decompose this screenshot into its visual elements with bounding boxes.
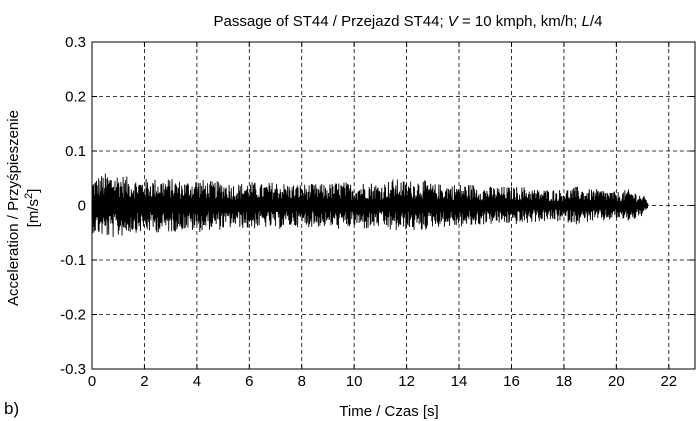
x-tick-label-1: 2 [140,373,148,390]
y-axis-unit-sup: 2 [23,193,35,199]
x-tick-label-10: 20 [608,373,625,390]
x-tick-label-5: 10 [346,373,363,390]
y-tick-label-5: 0.2 [65,89,86,106]
title-part-4: /4 [590,13,603,30]
x-tick-label-11: 22 [660,373,677,390]
x-tick-label-4: 8 [298,373,306,390]
y-tick-labels: -0.3 -0.2 -0.1 0 0.1 0.2 0.3 [60,34,86,378]
y-tick-label-6: 0.3 [65,34,86,51]
x-tick-label-8: 16 [503,373,520,390]
x-tick-label-9: 18 [556,373,573,390]
x-tick-label-2: 4 [193,373,201,390]
x-tick-label-6: 12 [398,373,415,390]
title-part-2: = 10 kmph, km/h; [458,13,582,30]
title-part-0: Passage of ST44 / Przejazd ST44; [214,13,448,30]
chart-title: Passage of ST44 / Przejazd ST44; V = 10 … [214,13,603,30]
y-axis-label-line1: Acceleration / Przyśpieszenie [5,110,22,306]
x-tick-label-0: 0 [88,373,96,390]
x-axis-label: Time / Czas [s] [339,403,438,420]
y-tick-label-0: -0.3 [60,361,86,378]
y-axis-unit-prefix: [m/s [25,199,42,227]
x-tick-label-7: 14 [451,373,468,390]
axis-ticks [91,41,695,370]
y-tick-label-1: -0.2 [60,307,86,324]
y-tick-label-4: 0.1 [65,143,86,160]
y-axis-unit-suffix: ] [25,189,42,193]
title-part-3: L [582,13,590,30]
x-tick-label-3: 6 [245,373,253,390]
y-axis-unit: [m/s2] [23,189,42,228]
y-axis-label: Acceleration / Przyśpieszenie [5,110,22,306]
signal-series [91,173,649,237]
panel-label: b) [4,399,19,418]
acceleration-trace [91,173,649,237]
title-part-1: V [448,13,460,30]
y-tick-label-2: -0.1 [60,252,86,269]
y-tick-label-3: 0 [78,198,86,215]
x-tick-labels: 0 2 4 6 8 10 12 14 16 18 20 22 [88,373,677,390]
